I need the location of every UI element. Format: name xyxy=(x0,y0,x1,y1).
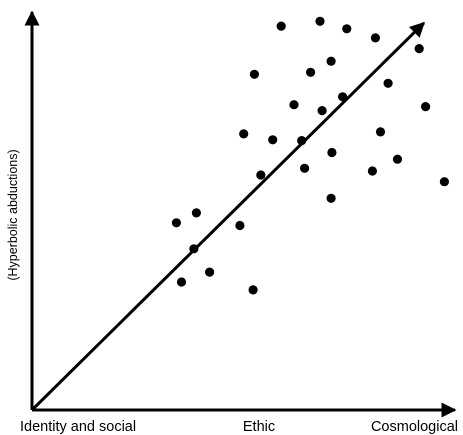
data-point-4 xyxy=(370,33,380,43)
data-point-27 xyxy=(235,220,245,231)
data-points xyxy=(171,16,449,295)
data-point-23 xyxy=(439,177,449,187)
data-point-25 xyxy=(191,208,201,218)
data-point-1 xyxy=(315,16,325,26)
data-point-9 xyxy=(383,78,393,88)
data-point-7 xyxy=(306,67,316,77)
data-point-29 xyxy=(205,267,215,277)
data-point-8 xyxy=(249,69,259,79)
data-point-31 xyxy=(248,285,258,295)
data-point-11 xyxy=(289,100,299,110)
data-point-21 xyxy=(367,166,377,176)
data-point-17 xyxy=(375,127,386,137)
trend-arrow-line xyxy=(30,21,425,412)
data-point-19 xyxy=(392,154,403,164)
data-point-18 xyxy=(327,147,337,158)
data-point-6 xyxy=(326,56,336,66)
x-tick-label-ethic: Ethic xyxy=(243,419,275,435)
data-point-16 xyxy=(297,136,307,146)
data-point-30 xyxy=(176,277,187,287)
y-axis-label: (Hyperbolic abductions) xyxy=(6,149,20,280)
data-point-13 xyxy=(317,106,327,116)
data-point-12 xyxy=(421,102,431,112)
data-point-2 xyxy=(276,21,286,31)
data-point-15 xyxy=(268,135,278,145)
data-point-20 xyxy=(300,163,310,173)
data-point-22 xyxy=(256,170,266,180)
x-tick-label-identity-and-social: Identity and social xyxy=(20,419,136,435)
data-point-14 xyxy=(239,129,249,139)
data-point-26 xyxy=(171,218,181,228)
data-point-24 xyxy=(326,193,336,203)
data-point-3 xyxy=(342,24,352,34)
x-tick-label-cosmological: Cosmological xyxy=(371,419,458,435)
data-point-28 xyxy=(189,244,199,254)
data-point-10 xyxy=(338,92,348,102)
data-point-5 xyxy=(414,44,424,54)
